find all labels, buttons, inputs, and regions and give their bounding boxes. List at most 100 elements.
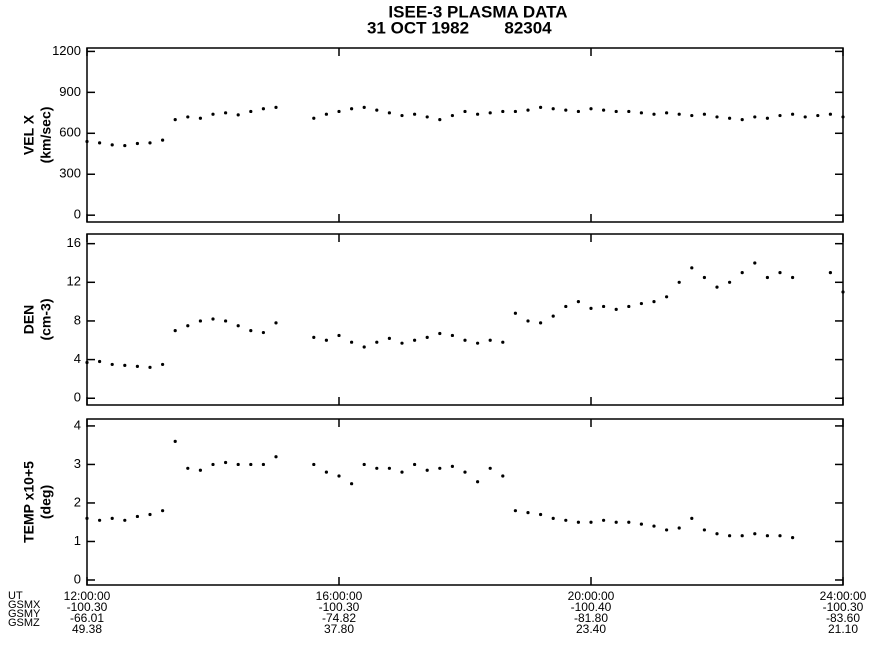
data-point bbox=[753, 261, 757, 265]
data-point bbox=[148, 512, 152, 517]
data-point bbox=[690, 113, 694, 118]
data-point bbox=[652, 300, 656, 304]
data-point bbox=[551, 314, 555, 318]
footer-gsmy: -74.82 bbox=[322, 611, 356, 625]
data-point bbox=[110, 362, 114, 367]
footer-gsmx: -100.30 bbox=[67, 600, 108, 614]
data-point bbox=[778, 113, 782, 118]
data-point bbox=[539, 512, 543, 517]
footer-row-label: GSMX bbox=[8, 599, 41, 611]
data-point bbox=[690, 266, 694, 270]
data-point bbox=[665, 295, 669, 299]
panel-frame bbox=[86, 233, 844, 406]
data-point bbox=[375, 340, 379, 344]
data-point bbox=[324, 338, 328, 342]
data-point bbox=[715, 115, 719, 119]
y-axis-unit: (cm-3) bbox=[38, 298, 54, 340]
data-point bbox=[765, 275, 770, 280]
y-axis-unit: (deg) bbox=[38, 485, 54, 519]
data-point bbox=[224, 111, 228, 115]
data-point bbox=[639, 522, 644, 526]
data-point bbox=[413, 338, 417, 342]
data-point bbox=[828, 271, 833, 275]
data-point bbox=[375, 466, 379, 470]
data-point bbox=[576, 300, 581, 304]
y-tick-label: 3 bbox=[74, 456, 81, 471]
data-point bbox=[715, 285, 719, 289]
data-point bbox=[816, 113, 820, 118]
data-point bbox=[224, 460, 228, 465]
data-point bbox=[690, 516, 694, 520]
data-point bbox=[476, 341, 480, 345]
data-point bbox=[362, 105, 366, 109]
data-point bbox=[639, 111, 644, 115]
data-point bbox=[639, 301, 644, 306]
data-point bbox=[627, 520, 631, 524]
data-point bbox=[488, 466, 492, 470]
data-point bbox=[161, 362, 165, 367]
data-point bbox=[123, 143, 127, 148]
data-point bbox=[413, 112, 417, 116]
x-tick-label: 12:00:00 bbox=[64, 589, 111, 603]
data-point bbox=[778, 271, 782, 275]
data-point bbox=[274, 455, 278, 459]
data-point bbox=[614, 109, 618, 114]
y-tick-label: 8 bbox=[74, 312, 81, 327]
footer-gsmz: 21.10 bbox=[828, 622, 858, 636]
y-tick-label: 900 bbox=[59, 84, 81, 99]
data-point bbox=[728, 534, 732, 538]
data-point bbox=[450, 333, 454, 338]
data-point bbox=[476, 480, 480, 484]
data-point bbox=[765, 116, 770, 120]
data-point bbox=[539, 321, 543, 325]
data-point bbox=[513, 311, 518, 315]
data-point bbox=[564, 304, 568, 309]
data-point bbox=[791, 536, 795, 540]
data-point bbox=[135, 141, 139, 146]
data-point bbox=[375, 108, 379, 112]
data-point bbox=[425, 335, 429, 339]
data-point bbox=[665, 111, 669, 115]
data-point bbox=[589, 306, 593, 310]
data-point bbox=[551, 516, 555, 520]
data-point bbox=[148, 365, 152, 369]
data-point bbox=[312, 462, 316, 467]
data-point bbox=[337, 333, 341, 338]
data-point bbox=[602, 518, 606, 522]
data-point bbox=[765, 534, 770, 538]
data-point bbox=[236, 324, 240, 328]
data-point bbox=[324, 112, 328, 116]
data-point bbox=[476, 112, 480, 116]
footer-row-label: GSMZ bbox=[8, 617, 40, 629]
data-point bbox=[778, 534, 782, 538]
date: 31 OCT 1982 bbox=[367, 18, 469, 37]
data-point bbox=[98, 359, 102, 364]
data-point bbox=[589, 107, 593, 111]
data-point bbox=[211, 462, 215, 467]
data-point bbox=[488, 111, 492, 115]
data-point bbox=[274, 321, 278, 325]
data-point bbox=[261, 330, 265, 335]
data-point bbox=[463, 470, 467, 474]
data-point bbox=[387, 336, 391, 340]
data-point bbox=[501, 340, 505, 344]
footer-gsmx: -100.40 bbox=[571, 600, 612, 614]
data-point bbox=[791, 112, 795, 116]
data-point bbox=[564, 518, 568, 522]
data-point bbox=[224, 319, 228, 323]
data-point bbox=[312, 116, 316, 120]
data-point bbox=[501, 109, 505, 114]
data-point bbox=[198, 116, 202, 120]
data-point bbox=[186, 324, 190, 328]
data-point bbox=[249, 462, 253, 467]
data-point bbox=[350, 340, 354, 344]
data-point bbox=[135, 514, 139, 519]
data-point bbox=[753, 115, 757, 119]
data-point bbox=[753, 532, 757, 536]
data-point bbox=[627, 109, 631, 114]
data-point bbox=[677, 112, 681, 116]
data-point bbox=[539, 105, 543, 109]
data-point bbox=[350, 107, 354, 111]
data-point bbox=[211, 112, 215, 116]
y-tick-label: 2 bbox=[74, 494, 81, 509]
